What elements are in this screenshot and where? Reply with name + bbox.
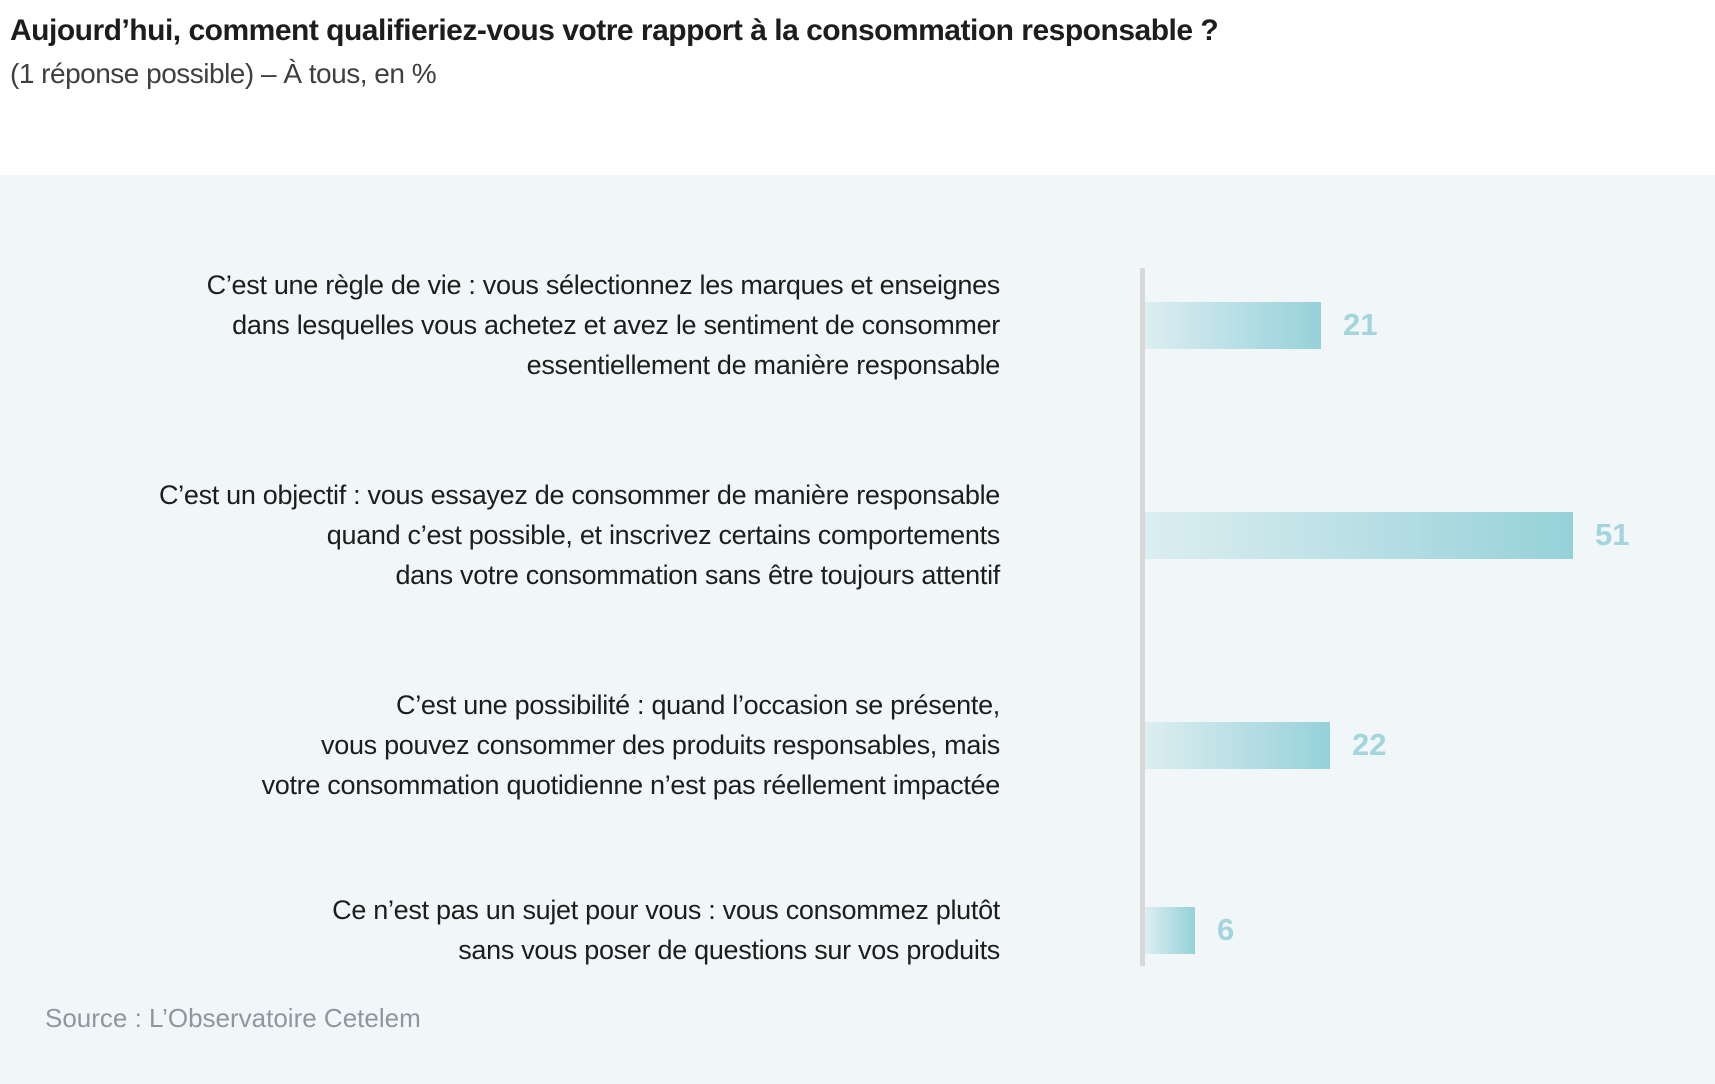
category-label-line: essentiellement de manière responsable (526, 350, 1001, 380)
bar-value-label: 51 (1595, 517, 1630, 552)
chart-row: Ce n’est pas un sujet pour vous : vous c… (0, 875, 1715, 985)
bar-value-label: 21 (1343, 307, 1378, 342)
category-label: C’est un objectif : vous essayez de cons… (0, 475, 1000, 595)
chart-row: C’est un objectif : vous essayez de cons… (0, 455, 1715, 615)
bar (1145, 511, 1573, 559)
category-label: C’est une possibilité : quand l’occasion… (0, 685, 1001, 805)
chart-subtitle: (1 réponse possible) – À tous, en % (10, 58, 437, 89)
category-label-line: vous pouvez consommer des produits respo… (321, 730, 1000, 760)
chart-panel: C’est une règle de vie : vous sélectionn… (0, 175, 1715, 1084)
category-label: C’est une règle de vie : vous sélectionn… (0, 265, 1001, 385)
category-label-line: quand c’est possible, et inscrivez certa… (326, 520, 1001, 550)
bar (1145, 906, 1195, 954)
bar-value-label: 6 (1217, 912, 1235, 947)
header: Aujourd’hui, comment qualifieriez-vous v… (0, 0, 1715, 175)
category-label: Ce n’est pas un sujet pour vous : vous c… (0, 890, 1000, 970)
category-label-line: Ce n’est pas un sujet pour vous : vous c… (332, 895, 1000, 925)
category-label-line: C’est une possibilité : quand l’occasion… (396, 690, 1000, 720)
bar (1145, 721, 1330, 769)
category-label-line: C’est un objectif : vous essayez de cons… (158, 480, 1000, 510)
category-label-line: C’est une règle de vie : vous sélectionn… (206, 270, 1001, 300)
bar-value-label: 22 (1352, 727, 1387, 762)
bar (1145, 301, 1321, 349)
chart-row: C’est une possibilité : quand l’occasion… (0, 665, 1715, 825)
chart-title: Aujourd’hui, comment qualifieriez-vous v… (10, 14, 1219, 47)
chart-row: C’est une règle de vie : vous sélectionn… (0, 245, 1715, 405)
bar-cell: 22 (1145, 721, 1387, 769)
y-axis-line (1140, 268, 1145, 966)
bar-cell: 51 (1145, 511, 1630, 559)
bar-cell: 6 (1145, 906, 1235, 954)
category-label-line: votre consommation quotidienne n’est pas… (261, 770, 1001, 800)
category-label-line: dans votre consommation sans être toujou… (395, 560, 1000, 590)
bar-cell: 21 (1145, 301, 1378, 349)
source-note: Source : L’Observatoire Cetelem (45, 1003, 421, 1033)
category-label-line: dans lesquelles vous achetez et avez le … (232, 310, 1000, 340)
category-label-line: sans vous poser de questions sur vos pro… (458, 935, 1000, 965)
chart-rows: C’est une règle de vie : vous sélectionn… (0, 175, 1715, 985)
